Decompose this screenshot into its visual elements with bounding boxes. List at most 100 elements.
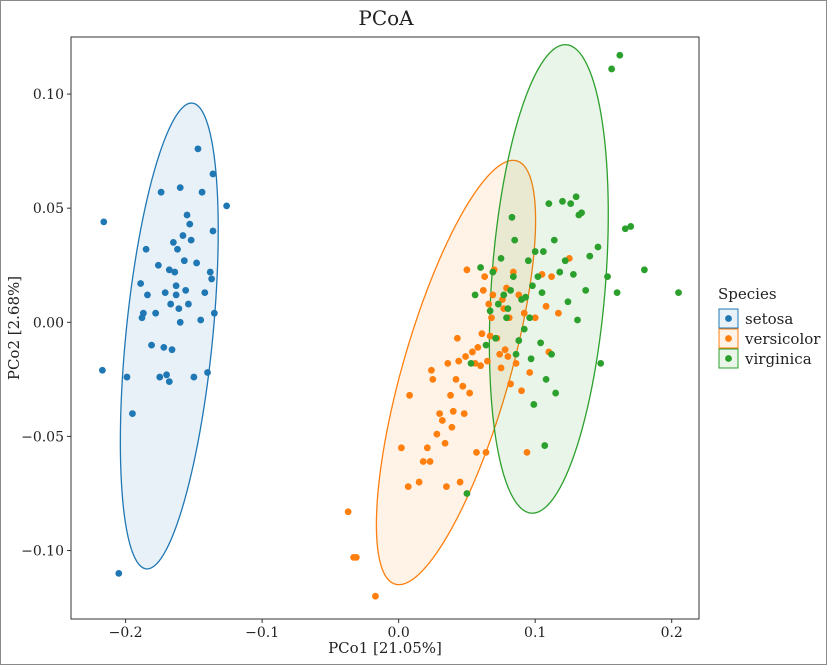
- point-setosa-4: [123, 373, 131, 381]
- point-versicolor-43: [488, 314, 495, 322]
- point-versicolor-25: [456, 478, 464, 486]
- point-setosa-28: [179, 232, 187, 239]
- point-virginica-56: [621, 225, 629, 233]
- point-setosa-10: [148, 341, 155, 349]
- point-setosa-44: [209, 170, 217, 178]
- point-versicolor-44: [489, 291, 497, 299]
- point-setosa-22: [171, 268, 179, 276]
- y-tick-label: −0.10: [21, 544, 64, 560]
- point-setosa-3: [129, 410, 136, 417]
- point-virginica-20: [520, 325, 528, 333]
- y-tick-label: 0.00: [33, 315, 64, 331]
- point-setosa-39: [198, 188, 206, 196]
- point-setosa-1: [99, 366, 106, 374]
- point-versicolor-42: [486, 332, 494, 340]
- point-versicolor-8: [419, 458, 427, 465]
- point-setosa-12: [154, 261, 162, 269]
- legend: Species setosa versicolor virginica: [718, 285, 821, 369]
- point-versicolor-4: [397, 444, 405, 452]
- point-setosa-37: [194, 145, 202, 153]
- legend-marker-setosa: [725, 315, 732, 322]
- point-versicolor-30: [466, 389, 474, 397]
- point-versicolor-19: [447, 391, 454, 399]
- point-virginica-26: [530, 401, 538, 408]
- point-virginica-1: [467, 359, 475, 367]
- y-tick-label: 0.10: [33, 87, 64, 103]
- point-versicolor-16: [441, 439, 449, 447]
- point-virginica-25: [529, 282, 536, 290]
- point-setosa-27: [176, 184, 184, 192]
- x-tick-label: 0.0: [388, 625, 410, 641]
- point-versicolor-68: [554, 309, 562, 317]
- point-versicolor-65: [542, 302, 550, 310]
- point-setosa-25: [175, 305, 183, 312]
- point-setosa-11: [152, 309, 160, 317]
- point-setosa-13: [156, 373, 164, 381]
- point-setosa-41: [206, 268, 214, 276]
- point-setosa-21: [169, 239, 177, 246]
- ellipses-layer: [119, 43, 609, 586]
- legend-marker-versicolor: [725, 335, 732, 342]
- point-virginica-35: [548, 350, 555, 358]
- point-versicolor-17: [443, 483, 450, 491]
- point-virginica-9: [497, 254, 505, 262]
- point-versicolor-29: [463, 266, 471, 274]
- point-versicolor-3: [372, 592, 379, 600]
- point-setosa-34: [187, 236, 195, 244]
- point-setosa-24: [174, 245, 181, 253]
- x-tick-label: −0.2: [109, 625, 143, 641]
- point-setosa-29: [180, 257, 188, 265]
- point-setosa-31: [183, 211, 191, 219]
- point-versicolor-51: [501, 346, 509, 354]
- point-virginica-42: [567, 200, 575, 208]
- point-virginica-57: [627, 223, 635, 230]
- point-virginica-45: [574, 316, 581, 324]
- point-setosa-49: [172, 291, 180, 299]
- point-versicolor-48: [497, 364, 505, 372]
- point-virginica-40: [561, 257, 569, 265]
- point-setosa-48: [157, 188, 165, 196]
- point-setosa-2: [115, 569, 123, 577]
- point-versicolor-35: [477, 362, 484, 370]
- point-versicolor-9: [423, 444, 431, 452]
- point-virginica-34: [545, 200, 553, 208]
- point-virginica-6: [489, 268, 497, 276]
- y-axis-title: PCo2 [2.68%]: [5, 276, 23, 380]
- point-virginica-51: [597, 359, 605, 367]
- point-virginica-32: [541, 442, 549, 449]
- point-virginica-59: [675, 289, 682, 297]
- point-setosa-40: [201, 289, 209, 297]
- point-versicolor-39: [482, 448, 490, 456]
- point-setosa-30: [182, 286, 190, 294]
- point-setosa-23: [172, 282, 180, 290]
- point-virginica-33: [542, 375, 550, 383]
- point-versicolor-53: [504, 353, 512, 360]
- point-virginica-5: [486, 307, 494, 315]
- point-versicolor-27: [460, 410, 468, 417]
- legend-title: Species: [718, 285, 777, 303]
- confidence-ellipse-setosa: [119, 102, 219, 570]
- point-setosa-47: [223, 202, 231, 210]
- point-versicolor-55: [507, 380, 514, 388]
- point-virginica-55: [616, 51, 624, 59]
- point-versicolor-12: [429, 375, 437, 383]
- confidence-ellipse-virginica: [488, 43, 609, 514]
- point-versicolor-14: [436, 410, 444, 417]
- points-layer: [99, 51, 682, 600]
- point-virginica-17: [512, 350, 520, 358]
- point-virginica-30: [538, 289, 546, 297]
- confidence-ellipse-versicolor: [375, 159, 537, 586]
- point-versicolor-22: [452, 375, 460, 383]
- point-virginica-11: [503, 314, 510, 322]
- point-versicolor-60: [520, 309, 528, 317]
- point-versicolor-24: [455, 357, 463, 365]
- point-setosa-20: [168, 346, 176, 354]
- point-virginica-31: [539, 248, 547, 255]
- point-versicolor-41: [485, 300, 493, 308]
- point-virginica-54: [613, 289, 621, 297]
- point-setosa-9: [142, 245, 150, 253]
- point-virginica-7: [492, 334, 499, 342]
- point-versicolor-7: [415, 478, 423, 486]
- point-virginica-53: [608, 65, 616, 73]
- x-tick-label: 0.1: [524, 625, 546, 641]
